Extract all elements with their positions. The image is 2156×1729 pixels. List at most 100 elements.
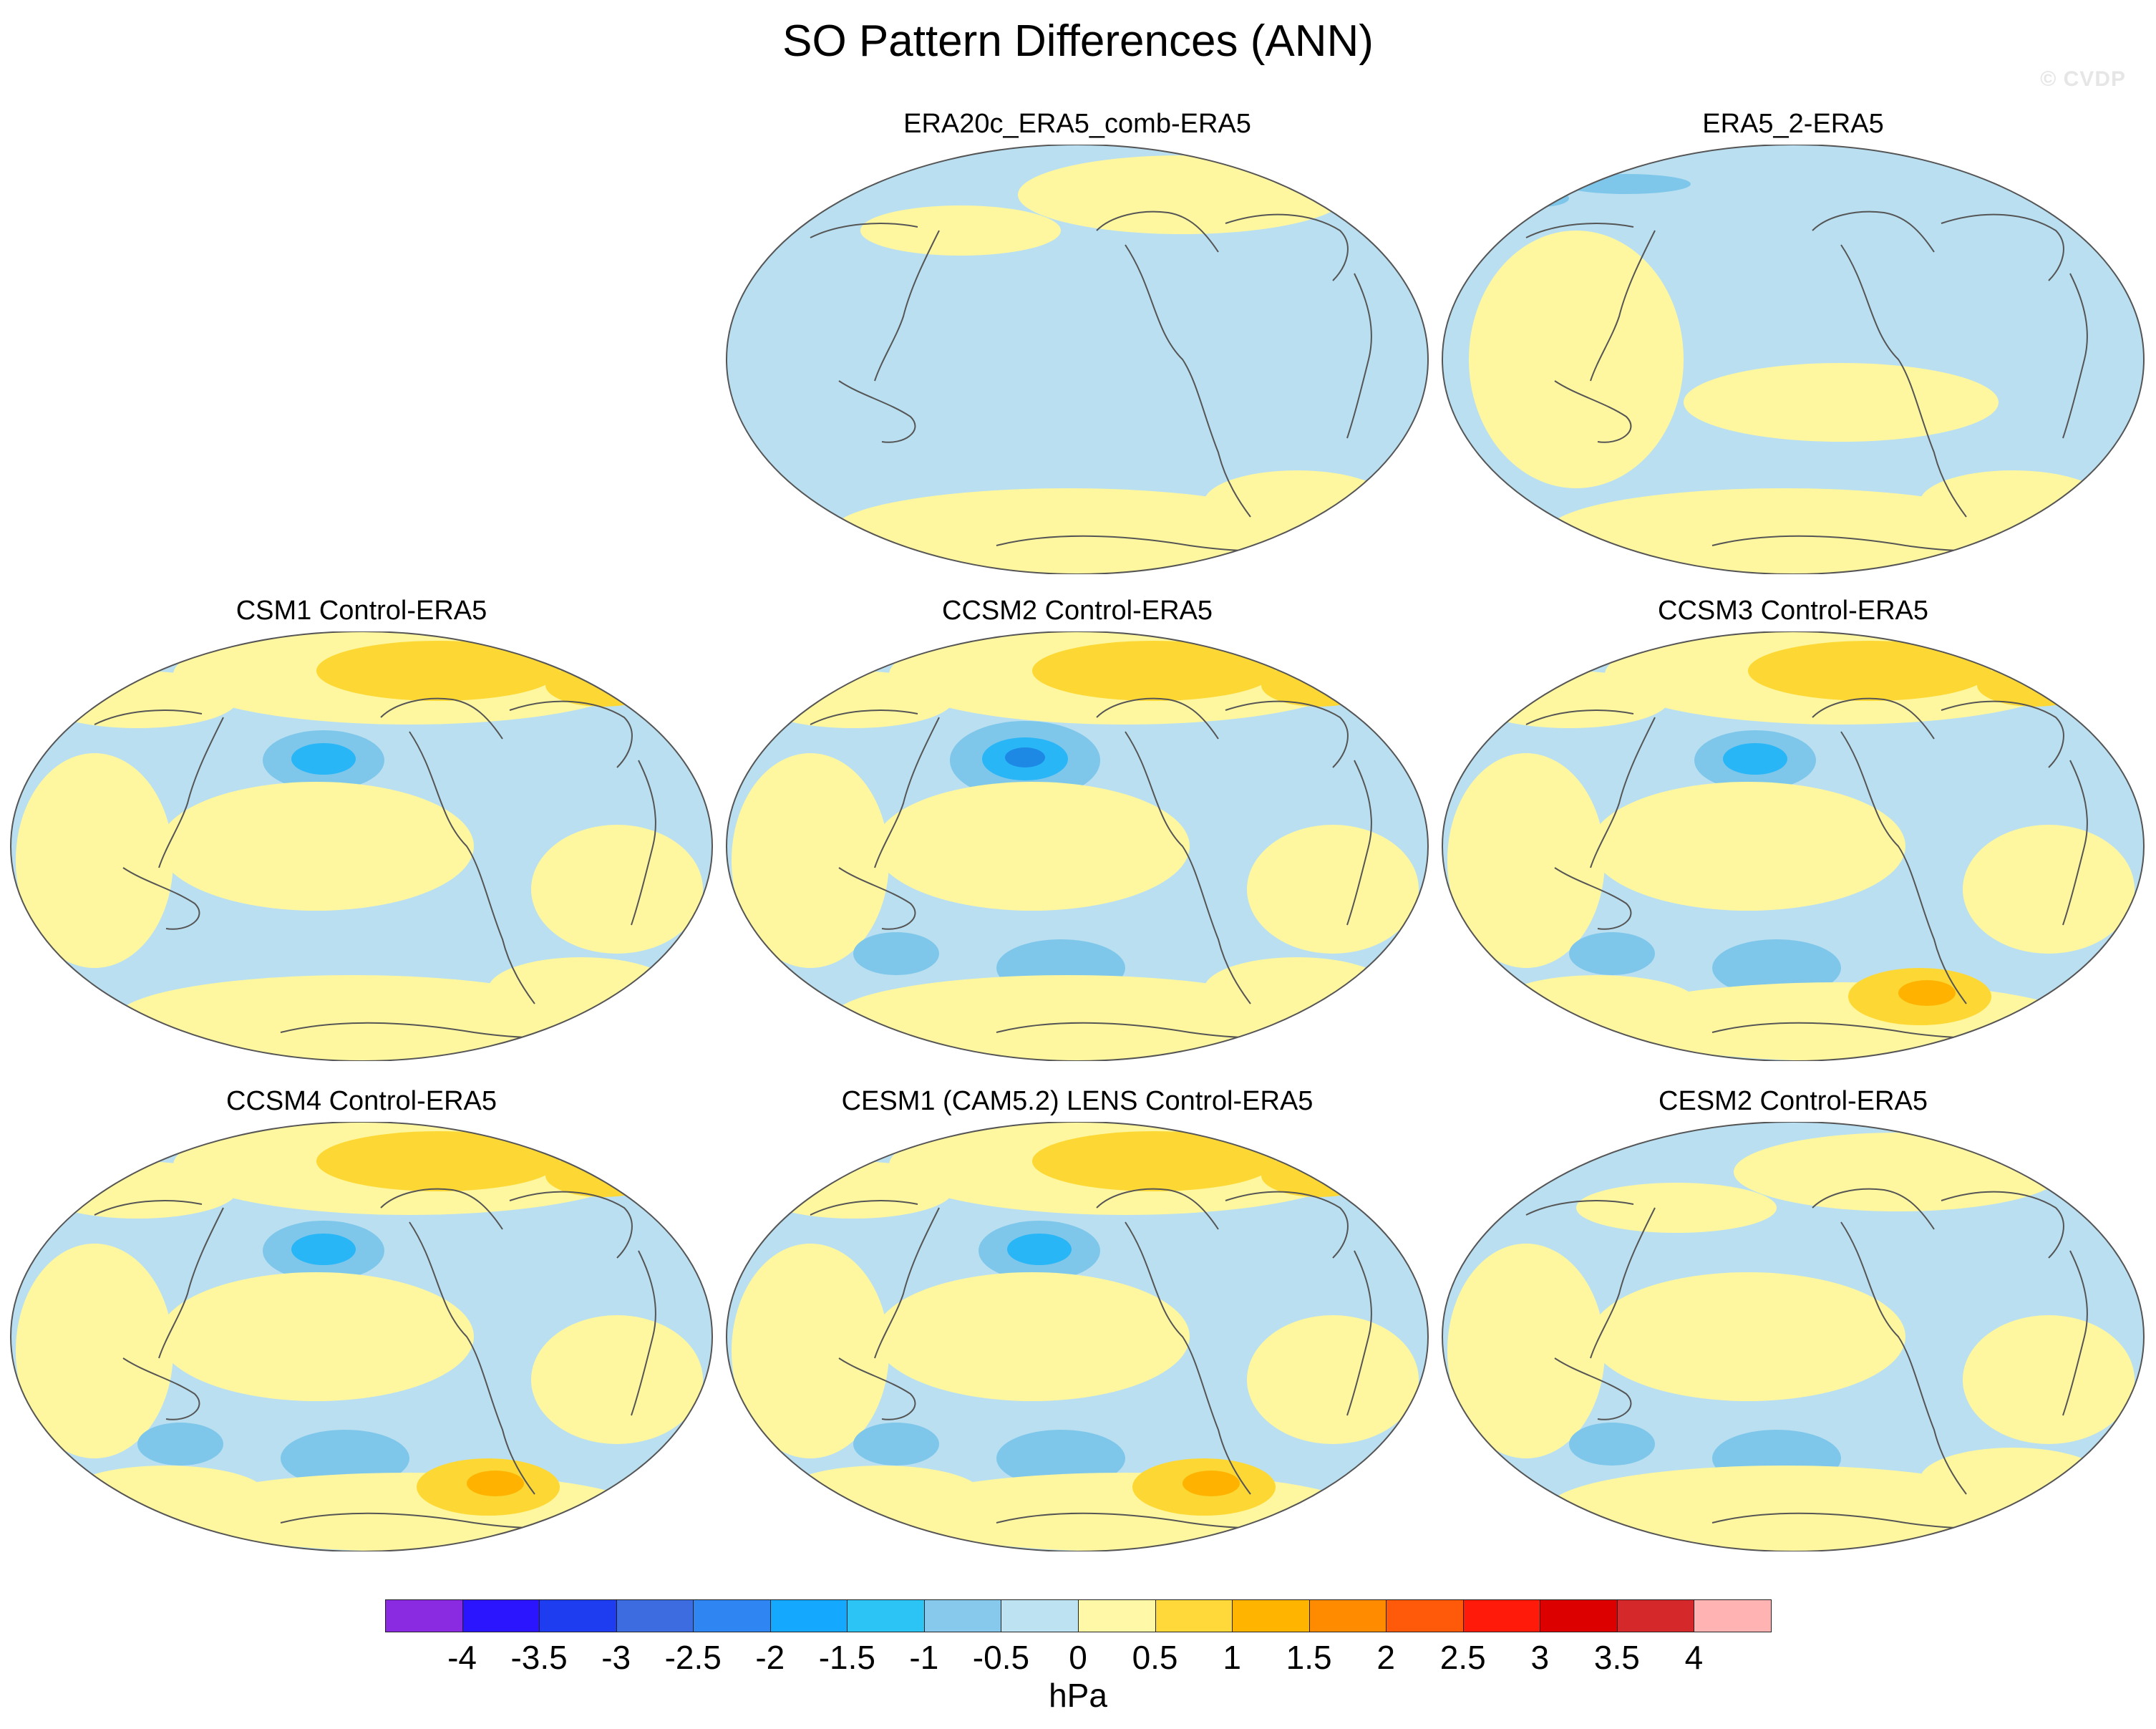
pos-south-anomaly xyxy=(1548,488,2020,574)
panel-title: CESM1 (CAM5.2) LENS Control-ERA5 xyxy=(841,1086,1313,1116)
neg-north-anomaly xyxy=(1562,174,1691,194)
coastline xyxy=(380,697,503,740)
robinson-map xyxy=(1442,631,2145,1061)
coastline xyxy=(1554,1357,1632,1420)
coastline xyxy=(810,223,918,238)
pos-south-anomaly xyxy=(832,975,1304,1061)
colorbar-swatch xyxy=(847,1599,925,1632)
pos-south-strong-anomaly xyxy=(1497,975,1698,1032)
colorbar-tick-label: -2 xyxy=(755,1639,785,1676)
pos-tropics-anomaly xyxy=(732,753,889,968)
panel-title: ERA20c_ERA5_comb-ERA5 xyxy=(903,109,1251,139)
panel-title: CESM2 Control-ERA5 xyxy=(1659,1086,1928,1116)
coastline xyxy=(1225,700,1349,768)
coastline xyxy=(1125,731,1251,1004)
pos-south-anomaly xyxy=(1920,1448,2106,1512)
coastline xyxy=(1096,697,1219,740)
coastline xyxy=(1840,731,1967,1004)
neg-south-anomaly xyxy=(281,1430,409,1487)
coastline xyxy=(122,867,200,930)
coastline xyxy=(631,1250,656,1416)
coastline xyxy=(631,760,656,926)
colorbar-swatch xyxy=(539,1599,617,1632)
map-panel: CESM1 (CAM5.2) LENS Control-ERA5 xyxy=(724,1085,1430,1586)
pos-west-anomaly xyxy=(1684,363,1999,442)
colorbar-swatch xyxy=(769,1599,848,1632)
coastline xyxy=(1840,1221,1967,1495)
coastline xyxy=(1840,244,1967,518)
pos-north-strong-anomaly xyxy=(1032,1131,1276,1191)
pos-north-strong-anomaly xyxy=(753,1161,953,1219)
colorbar-swatch xyxy=(693,1599,771,1632)
coastline xyxy=(1554,380,1632,443)
panel-title: CSM1 Control-ERA5 xyxy=(235,596,487,626)
pos-north-anomaly xyxy=(1734,1133,2063,1211)
coastline xyxy=(1225,1191,1349,1259)
colorbar-swatch xyxy=(1386,1599,1464,1632)
map-panel: CCSM4 Control-ERA5 xyxy=(9,1085,714,1586)
robinson-map xyxy=(726,145,1429,574)
pos-north-strong-anomaly xyxy=(753,671,953,728)
pos-tropics-anomaly xyxy=(1591,1272,1905,1401)
colorbar-swatch xyxy=(616,1599,694,1632)
cvdp-watermark: © CVDP xyxy=(2040,67,2126,91)
pos-north-strong-anomaly xyxy=(1032,641,1276,701)
pos-north-strong-anomaly xyxy=(37,671,238,728)
neg-south-anomaly xyxy=(996,1430,1125,1487)
robinson-map xyxy=(726,631,1429,1061)
pos-tropics-anomaly xyxy=(531,825,703,954)
pos-south-strong-anomaly xyxy=(1898,980,1956,1006)
neg-south-anomaly xyxy=(1569,932,1655,975)
colorbar-tick-label: 0 xyxy=(1069,1639,1087,1676)
map-border xyxy=(1442,145,2145,574)
colorbar-tick-label: -3.5 xyxy=(510,1639,568,1676)
pos-tropics-anomaly xyxy=(1247,1315,1419,1444)
neg-south-anomaly xyxy=(853,1423,939,1466)
colorbar-swatch xyxy=(462,1599,540,1632)
coastline xyxy=(874,230,940,382)
map-panel: CSM1 Control-ERA5 xyxy=(9,594,714,1095)
map-border xyxy=(726,631,1429,1061)
pos-tropics-anomaly xyxy=(159,782,474,911)
coastline xyxy=(1125,244,1251,518)
colorbar-swatch xyxy=(1462,1599,1541,1632)
coastline xyxy=(1812,697,1935,740)
coastline xyxy=(1096,1188,1219,1230)
coastline xyxy=(409,1221,535,1495)
robinson-map xyxy=(1442,145,2145,574)
coastline xyxy=(1554,867,1632,930)
coastline xyxy=(509,700,633,768)
pos-south-anomaly xyxy=(1204,957,1390,1022)
pos-south-anomaly xyxy=(832,488,1304,574)
colorbar-swatch xyxy=(1078,1599,1156,1632)
colorbar xyxy=(385,1599,1772,1634)
coastline xyxy=(1941,1191,2064,1259)
colorbar-tick-label: -1.5 xyxy=(818,1639,875,1676)
colorbar-swatch xyxy=(1694,1599,1772,1632)
coastline xyxy=(1096,210,1219,253)
pos-tropics-anomaly xyxy=(159,1272,474,1401)
neg-south-anomaly xyxy=(1569,1423,1655,1466)
pos-tropics-anomaly xyxy=(732,1244,889,1458)
colorbar-swatch xyxy=(1232,1599,1310,1632)
robinson-map xyxy=(1442,1122,2145,1551)
pos-south-strong-anomaly xyxy=(782,1466,982,1523)
pos-tropics-anomaly xyxy=(1447,753,1605,968)
colorbar-tick-label: -2.5 xyxy=(664,1639,722,1676)
pos-south-anomaly xyxy=(116,975,588,1061)
coastline xyxy=(1590,717,1656,868)
coastline xyxy=(1590,1207,1656,1359)
pos-tropics-anomaly xyxy=(875,1272,1190,1401)
coastline xyxy=(1941,700,2064,768)
pos-north-strong-anomaly xyxy=(1748,641,1991,701)
neg-npac-anomaly xyxy=(291,1234,356,1265)
coastline xyxy=(838,1357,916,1420)
pos-tropics-anomaly xyxy=(1963,1315,2135,1444)
coastline xyxy=(1812,1188,1935,1230)
pos-tropics-anomaly xyxy=(1591,782,1905,911)
colorbar-tick-label: 4 xyxy=(1684,1639,1704,1676)
coastline xyxy=(122,1357,200,1420)
colorbar-tick-label: -3 xyxy=(601,1639,631,1676)
colorbar-tick-label: 3.5 xyxy=(1593,1639,1640,1676)
colorbar-swatch xyxy=(385,1599,463,1632)
